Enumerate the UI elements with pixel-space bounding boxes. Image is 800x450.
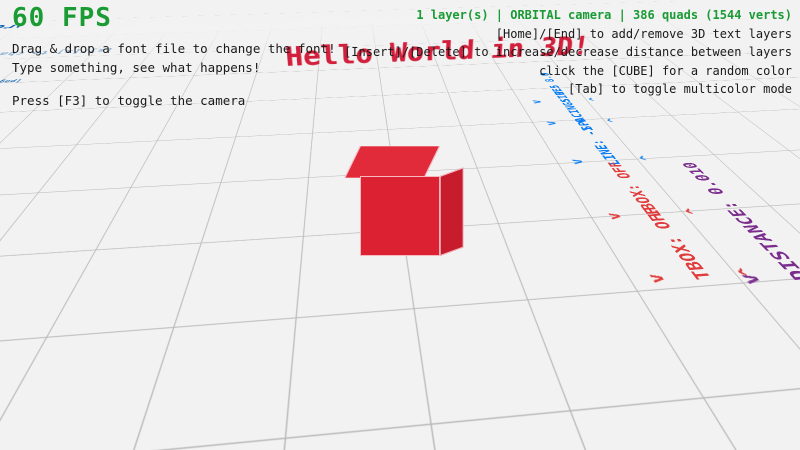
hint-type: Type something, see what happens! [12, 59, 261, 75]
hint-camera-toggle: Press [F3] to toggle the camera [12, 93, 246, 109]
hint-layer-distance: [Insert]/[Delete] to increase/decrease d… [344, 45, 792, 60]
hint-dragdrop: Drag & drop a font file to change the fo… [12, 40, 336, 56]
hud-left: 60 FPS Drag & drop a font file to change… [10, 4, 336, 111]
fps-counter: 60 FPS [12, 3, 112, 33]
hint-add-remove-layers: [Home]/[End] to add/remove 3D text layer… [495, 26, 792, 41]
hint-cube-color: click the [CUBE] for a random color [539, 63, 792, 78]
hint-multicolor-mode: [Tab] to toggle multicolor mode [568, 82, 792, 97]
spacer [10, 77, 336, 91]
hud-right: 1 layer(s) | ORBITAL camera | 386 quads … [344, 6, 792, 99]
status-layers-camera-quads: 1 layer(s) | ORBITAL camera | 386 quads … [416, 8, 792, 22]
